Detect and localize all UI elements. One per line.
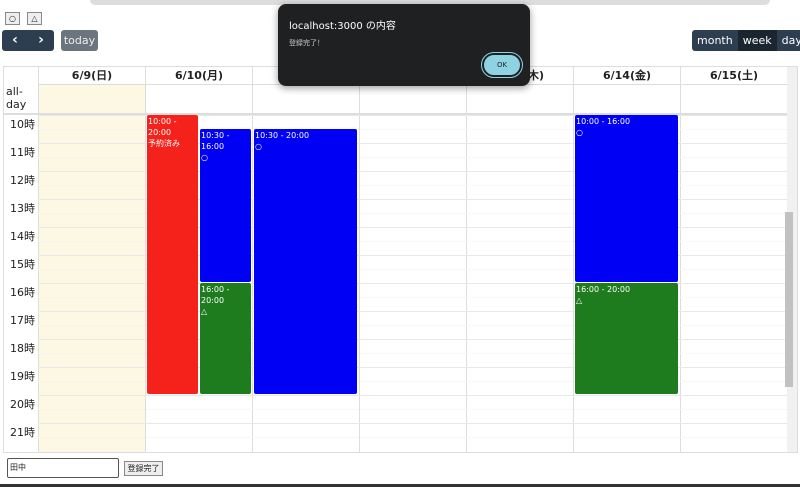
hour-label: 12時 bbox=[10, 174, 35, 187]
half-hour-line bbox=[38, 297, 787, 298]
ok-button[interactable]: OK bbox=[481, 52, 523, 78]
hour-label: 20時 bbox=[10, 398, 35, 411]
all-day-cell[interactable] bbox=[252, 84, 359, 113]
hour-label: 17時 bbox=[10, 314, 35, 327]
day-header[interactable]: 6/15(土) bbox=[680, 67, 787, 84]
all-day-cell[interactable] bbox=[680, 84, 787, 113]
hour-label: 21時 bbox=[10, 426, 35, 439]
browser-bar bbox=[90, 0, 770, 5]
half-hour-line bbox=[38, 129, 787, 130]
hour-line bbox=[38, 115, 787, 116]
calendar-event[interactable]: 10:00 - 16:00 ○ bbox=[575, 115, 678, 282]
register-button[interactable]: 登録完了 bbox=[124, 461, 163, 476]
name-input[interactable]: 田中 bbox=[7, 458, 119, 478]
half-hour-line bbox=[38, 437, 787, 438]
taskbar bbox=[0, 484, 800, 487]
event-time: 10:30 - 20:00 bbox=[255, 131, 310, 140]
event-time: 16:00 - 20:00 bbox=[576, 285, 631, 294]
hour-line bbox=[38, 339, 787, 340]
event-time: 10:00 - 16:00 bbox=[576, 117, 631, 126]
day-column[interactable] bbox=[38, 115, 145, 452]
week-view-button[interactable]: week bbox=[737, 30, 777, 51]
day-header[interactable]: 6/10(月) bbox=[145, 67, 252, 84]
hour-line bbox=[38, 283, 787, 284]
day-column[interactable] bbox=[466, 115, 573, 452]
scrollbar-thumb[interactable] bbox=[785, 212, 793, 387]
event-time: 16:00 - 20:00 bbox=[201, 285, 230, 305]
calendar-event[interactable]: 10:00 - 20:00 予約済み bbox=[147, 115, 198, 394]
hour-label: 16時 bbox=[10, 286, 35, 299]
hour-line bbox=[38, 227, 787, 228]
event-title: ○ bbox=[255, 142, 262, 151]
half-hour-line bbox=[38, 213, 787, 214]
alert-dialog: localhost:3000 の内容 登録完了！ OK bbox=[278, 4, 530, 86]
half-hour-line bbox=[38, 381, 787, 382]
day-column[interactable] bbox=[359, 115, 466, 452]
hour-line bbox=[38, 423, 787, 424]
event-time: 10:00 - 20:00 bbox=[148, 117, 177, 137]
dialog-message: 登録完了！ bbox=[289, 39, 324, 47]
prev-button[interactable]: ‹ bbox=[12, 32, 18, 48]
day-column[interactable] bbox=[680, 115, 787, 452]
hour-line bbox=[38, 199, 787, 200]
calendar-event[interactable]: 16:00 - 20:00 △ bbox=[200, 283, 251, 394]
today-button[interactable]: today bbox=[61, 30, 98, 51]
hour-line bbox=[38, 143, 787, 144]
calendar-event[interactable]: 10:30 - 20:00 ○ bbox=[254, 129, 357, 394]
event-title: ○ bbox=[201, 153, 208, 162]
triangle-symbol-button[interactable]: △ bbox=[27, 12, 42, 25]
day-view-button[interactable]: day bbox=[776, 30, 800, 51]
event-title: △ bbox=[576, 296, 583, 305]
event-time: 10:30 - 16:00 bbox=[201, 131, 230, 151]
day-header[interactable]: 6/14(金) bbox=[573, 67, 680, 84]
next-button[interactable]: › bbox=[38, 32, 44, 48]
all-day-cell[interactable] bbox=[38, 84, 145, 113]
all-day-label: all-day bbox=[6, 85, 27, 111]
day-header[interactable]: 6/9(日) bbox=[38, 67, 145, 84]
hour-line bbox=[38, 171, 787, 172]
all-day-cell[interactable] bbox=[145, 84, 252, 113]
event-title: △ bbox=[201, 307, 208, 316]
calendar-event[interactable]: 10:30 - 16:00 ○ bbox=[200, 129, 251, 282]
hour-line bbox=[38, 367, 787, 368]
calendar-event[interactable]: 16:00 - 20:00 △ bbox=[575, 283, 678, 394]
hour-label: 18時 bbox=[10, 342, 35, 355]
hour-line bbox=[38, 255, 787, 256]
hour-label: 13時 bbox=[10, 202, 35, 215]
half-hour-line bbox=[38, 269, 787, 270]
all-day-cell[interactable] bbox=[573, 84, 680, 113]
all-day-cell[interactable] bbox=[359, 84, 466, 113]
nav-group: ‹ › bbox=[2, 30, 54, 51]
hour-label: 19時 bbox=[10, 370, 35, 383]
event-title: ○ bbox=[576, 128, 583, 137]
half-hour-line bbox=[38, 353, 787, 354]
half-hour-line bbox=[38, 325, 787, 326]
dialog-title: localhost:3000 の内容 bbox=[289, 21, 396, 32]
hour-line bbox=[38, 395, 787, 396]
calendar: all-day 10時 11時 12時 13時 14時 15時 16時 17時 18時 19時 20… bbox=[3, 66, 798, 453]
view-switcher: month week day bbox=[692, 30, 800, 51]
event-title: 予約済み bbox=[148, 139, 180, 148]
month-view-button[interactable]: month bbox=[692, 30, 738, 51]
hour-label: 10時 bbox=[10, 118, 35, 131]
hour-label: 14時 bbox=[10, 230, 35, 243]
half-hour-line bbox=[38, 185, 787, 186]
hour-label: 11時 bbox=[10, 146, 35, 159]
circle-symbol-button[interactable]: ○ bbox=[5, 12, 20, 25]
hour-line bbox=[38, 311, 787, 312]
time-grid: 10時 11時 12時 13時 14時 15時 16時 17時 18時 19時 20時 21時 10:0… bbox=[4, 113, 787, 452]
all-day-cell[interactable] bbox=[466, 84, 573, 113]
half-hour-line bbox=[38, 409, 787, 410]
hour-label: 15時 bbox=[10, 258, 35, 271]
half-hour-line bbox=[38, 241, 787, 242]
half-hour-line bbox=[38, 157, 787, 158]
